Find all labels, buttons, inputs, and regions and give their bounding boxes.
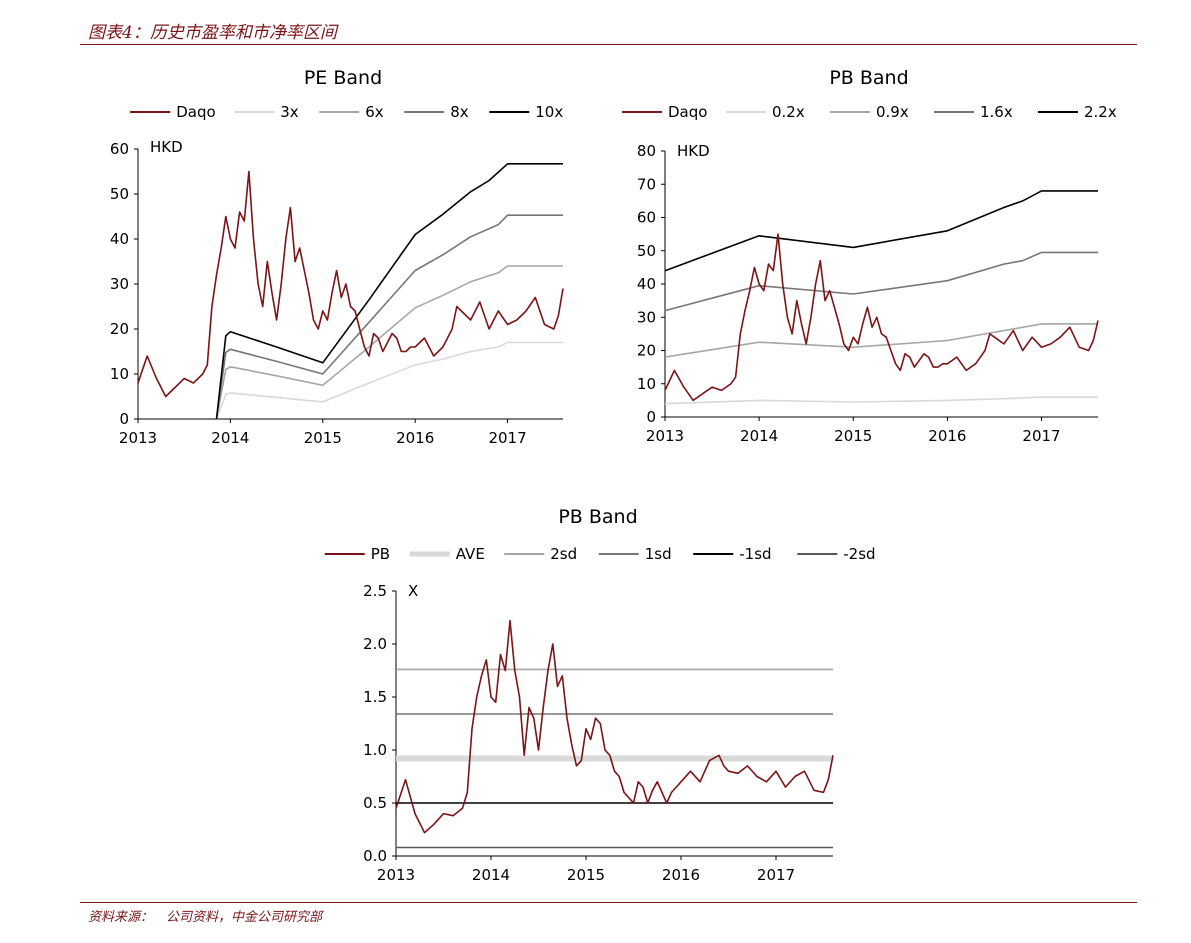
pb-band-price-chart: PB Band Daqo 0.2x 0.9x 1.6x 2.2x 0 10 20 30 40 50 60… (622, 67, 1117, 445)
y-tick-label: 40 (110, 230, 129, 248)
series-line-3x (215, 341, 563, 420)
legend-label: 2.2x (1084, 103, 1117, 121)
legend-item: 3x (234, 103, 299, 121)
legend-label: 6x (365, 103, 384, 121)
legend-item: 2sd (504, 545, 577, 563)
pb-band-multiple-chart: PB Band PB AVE 2sd 1sd -1sd -2sd 0.0 0.5 1.0 1.5 2.… (324, 506, 876, 884)
legend-label: Daqo (176, 103, 215, 121)
x-tick-label: 2016 (928, 427, 966, 445)
legend-label: 10x (535, 103, 563, 121)
legend-label: -2sd (843, 545, 875, 563)
x-tick-label: 2016 (396, 429, 434, 447)
y-tick-label: 1.5 (363, 688, 387, 706)
legend-label: 0.9x (876, 103, 909, 121)
x-tick-label: 2017 (757, 866, 795, 884)
legend-label: AVE (456, 545, 485, 563)
legend-item: 6x (319, 103, 384, 121)
source-note: 资料来源： 公司资料，中金公司研究部 (88, 910, 323, 925)
series-line-2-2x (664, 190, 1098, 272)
legend-item: PB (324, 545, 390, 563)
x-tick-label: 2014 (740, 427, 778, 445)
pe-band-chart: PE Band Daqo 3x 6x 8x 10x 0 10 20 30 40 50 60 2013 201… (110, 67, 564, 447)
footer-rule (80, 902, 1137, 903)
legend-item: 0.2x (726, 103, 805, 121)
y-tick-label: 0 (646, 408, 656, 426)
figure-header: 图表4：历史市盈率和市净率区间 (88, 23, 337, 43)
series-line-pb (395, 619, 834, 834)
legend-item: Daqo (622, 103, 707, 121)
legend-item: 2.2x (1038, 103, 1117, 121)
series-line-daqo (664, 233, 1099, 402)
x-tick-label: 2015 (567, 866, 605, 884)
y-tick-label: 50 (110, 185, 129, 203)
legend-label: 1.6x (980, 103, 1013, 121)
chart-title: PB Band (829, 67, 908, 89)
y-tick-label: 2.0 (363, 635, 387, 653)
y-tick-label: 0 (119, 410, 129, 428)
y-tick-label: 60 (110, 140, 129, 158)
legend-item: 1sd (598, 545, 672, 563)
legend-label: PB (371, 545, 390, 563)
legend-item: 1.6x (934, 103, 1013, 121)
series-line-0-2x (664, 396, 1098, 405)
legend-label: Daqo (668, 103, 707, 121)
x-tick-label: 2014 (211, 429, 249, 447)
x-tick-label: 2016 (662, 866, 700, 884)
y-tick-label: 10 (110, 365, 129, 383)
legend-label: 2sd (550, 545, 577, 563)
y-tick-label: 70 (637, 175, 656, 193)
legend-item: Daqo (130, 103, 216, 121)
y-tick-label: 60 (637, 209, 656, 227)
y-tick-label: 2.5 (363, 582, 387, 600)
legend-label: 8x (450, 103, 469, 121)
x-tick-label: 2013 (119, 429, 157, 447)
x-tick-label: 2013 (377, 866, 415, 884)
legend-item: -2sd (797, 545, 876, 563)
chart-title: PE Band (304, 67, 382, 89)
y-tick-label: 80 (637, 142, 656, 160)
legend-item: 0.9x (830, 103, 909, 121)
x-tick-label: 2017 (1022, 427, 1060, 445)
series-line-1-6x (664, 251, 1098, 312)
y-tick-label: 20 (110, 320, 129, 338)
x-tick-label: 2017 (488, 429, 526, 447)
y-tick-label: 50 (637, 242, 656, 260)
series-line-0-9x (664, 323, 1098, 358)
series-line-daqo (137, 170, 564, 398)
legend-label: 1sd (645, 545, 672, 563)
y-tick-label: 30 (110, 275, 129, 293)
legend-label: 0.2x (772, 103, 805, 121)
y-tick-label: 0.0 (363, 847, 387, 865)
x-tick-label: 2015 (304, 429, 342, 447)
legend-item: AVE (409, 545, 485, 563)
series-line-10x (215, 163, 563, 420)
y-tick-label: 30 (637, 308, 656, 326)
header-rule (80, 44, 1137, 45)
y-tick-label: 0.5 (363, 794, 387, 812)
y-tick-label: 1.0 (363, 741, 387, 759)
unit-label: X (408, 582, 418, 600)
series-line-8x (215, 214, 563, 420)
y-tick-label: 10 (637, 375, 656, 393)
legend-item: 10x (489, 103, 563, 121)
legend-item: 8x (404, 103, 469, 121)
x-tick-label: 2013 (646, 427, 684, 445)
chart-title: PB Band (558, 506, 637, 528)
x-tick-label: 2015 (834, 427, 872, 445)
series-line-6x (215, 265, 563, 420)
y-tick-label: 40 (637, 275, 656, 293)
x-tick-label: 2014 (472, 866, 510, 884)
y-tick-label: 20 (637, 342, 656, 360)
unit-label: HKD (677, 142, 710, 160)
legend-item: -1sd (693, 545, 772, 563)
legend-label: 3x (280, 103, 299, 121)
unit-label: HKD (150, 138, 183, 156)
legend-label: -1sd (739, 545, 771, 563)
